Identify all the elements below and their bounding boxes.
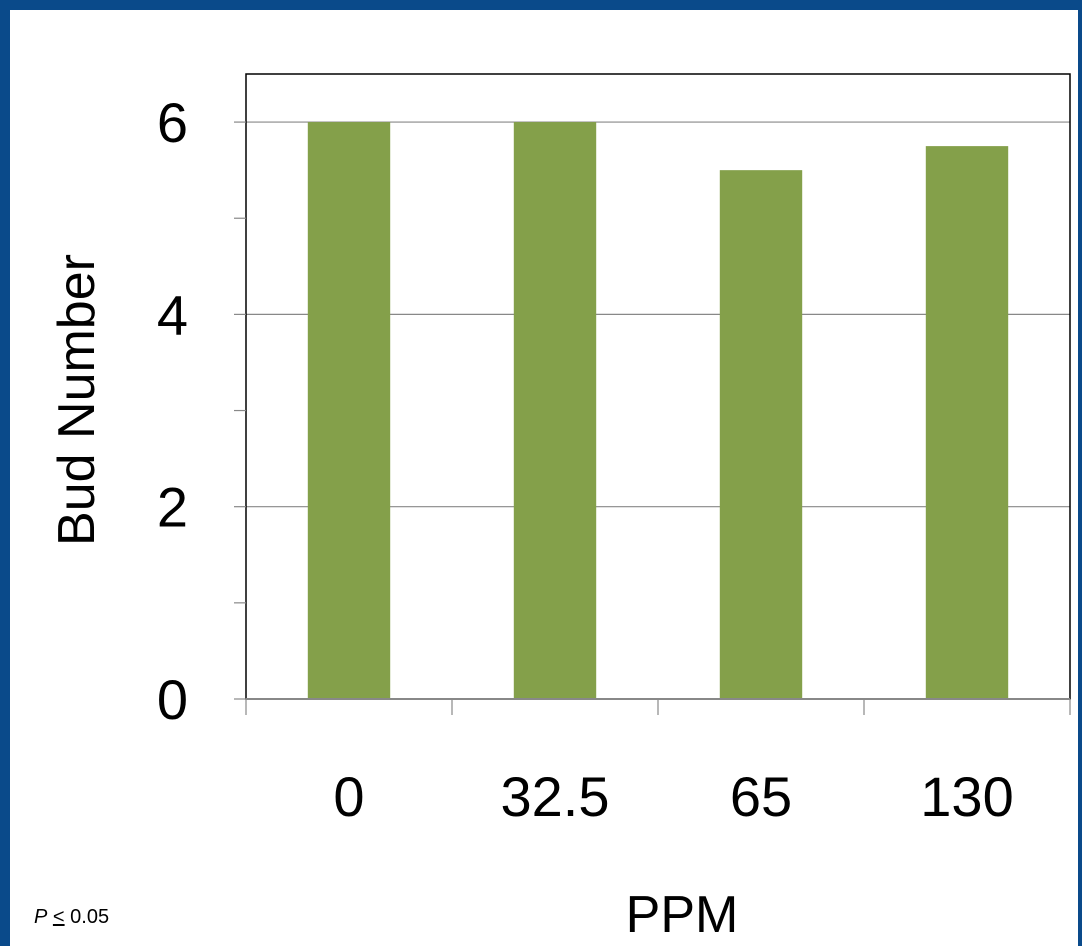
y-tick-label: 4 xyxy=(157,283,188,346)
bar-65 xyxy=(719,170,803,700)
x-tick-labels: 0 32.5 65 130 xyxy=(333,765,1013,828)
significance-note: P < 0.05 xyxy=(34,906,109,929)
x-tick-label: 0 xyxy=(333,765,364,828)
p-symbol: P xyxy=(34,906,48,928)
slide-frame-top xyxy=(0,0,1082,10)
slide-frame-right xyxy=(1078,0,1082,946)
bar-130 xyxy=(925,146,1009,700)
axes xyxy=(234,73,1071,715)
bars xyxy=(307,122,1009,700)
x-tick-label: 65 xyxy=(730,765,792,828)
x-axis-label: PPM xyxy=(626,886,739,944)
slide-frame-left xyxy=(0,0,10,946)
bar-0 xyxy=(307,122,391,700)
y-tick-label: 0 xyxy=(157,668,188,731)
y-tick-labels: 0 2 4 6 xyxy=(157,91,188,731)
le-symbol: < xyxy=(52,906,65,928)
x-tick-label: 32.5 xyxy=(501,765,610,828)
y-tick-label: 2 xyxy=(157,476,188,539)
bar-32-5 xyxy=(513,122,597,700)
x-tick-label: 130 xyxy=(920,765,1013,828)
p-value: 0.05 xyxy=(64,906,110,928)
y-axis-label: Bud Number xyxy=(48,254,106,546)
y-tick-label: 6 xyxy=(157,91,188,154)
